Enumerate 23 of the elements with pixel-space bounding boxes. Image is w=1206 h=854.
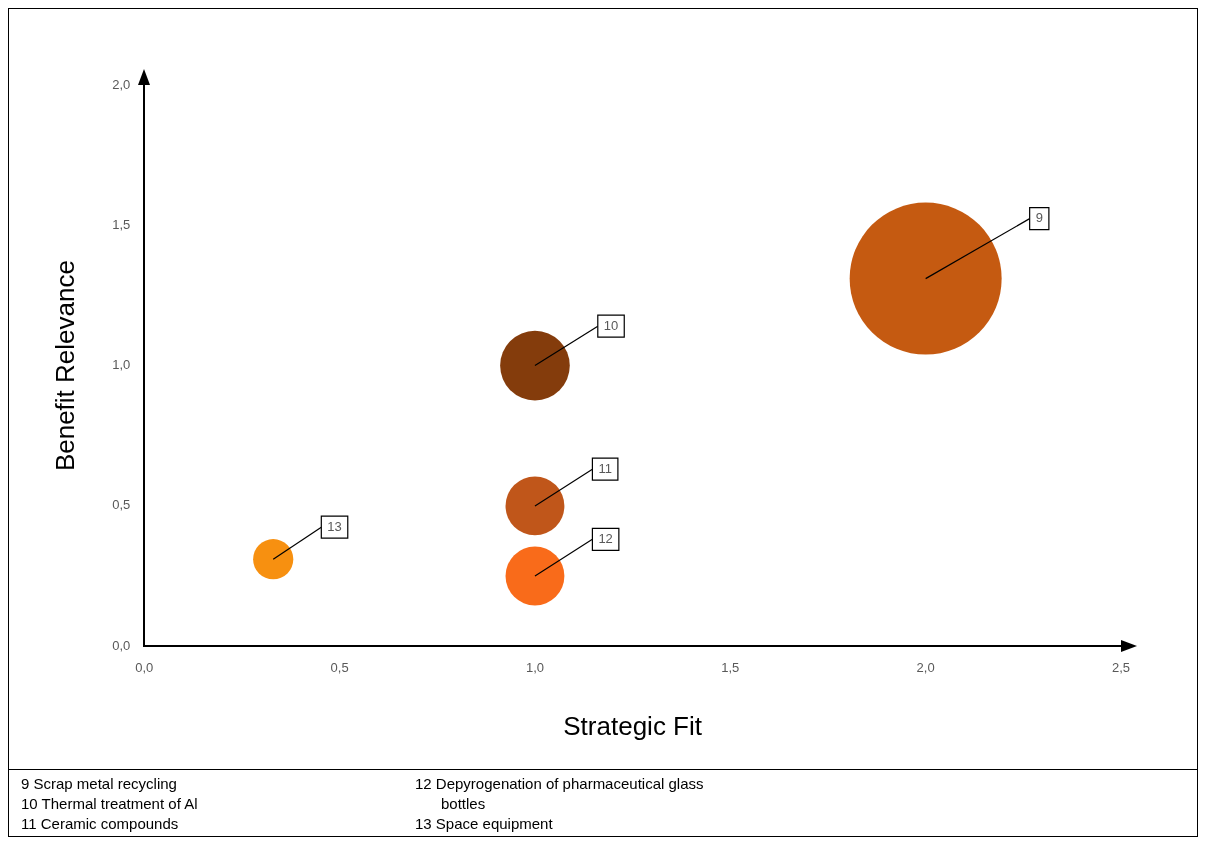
- x-tick-label: 0,0: [135, 659, 154, 675]
- x-tick-label: 2,0: [916, 659, 935, 675]
- text: 13 Space equipment: [415, 814, 554, 834]
- y-axis-title: Benefit Relevance: [49, 260, 80, 472]
- annotation: 11: [598, 460, 612, 476]
- y-tick-label: 0,0: [112, 637, 131, 653]
- annotation: 9: [1035, 210, 1043, 226]
- y-tick-label: 1,5: [112, 216, 131, 232]
- y-tick-label: 0,5: [112, 497, 131, 513]
- y-tick-label: 2,0: [112, 76, 131, 92]
- annotation: 10: [603, 317, 619, 333]
- x-tick-label: 2,5: [1111, 659, 1131, 675]
- annotation: 12: [598, 530, 613, 546]
- x-tick-label: 1,0: [525, 659, 544, 675]
- annotation: 13: [327, 518, 342, 534]
- text: 12 Depyrogenation of pharmaceutical glass bottles: [415, 774, 705, 814]
- text: 11 Ceramic compounds: [21, 814, 180, 834]
- x-tick-label: 0,5: [330, 659, 349, 675]
- x-axis-title: Strategic Fit: [563, 710, 703, 741]
- text: 10 Thermal treatment of Al: [21, 794, 199, 814]
- y-tick-label: 1,0: [112, 357, 131, 373]
- x-tick-label: 1,5: [721, 659, 740, 675]
- text: 9 Scrap metal recycling: [21, 774, 178, 794]
